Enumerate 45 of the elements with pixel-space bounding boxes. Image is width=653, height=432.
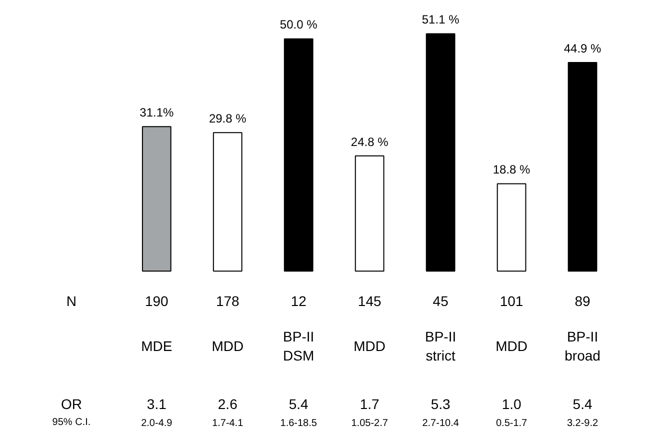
x-tick-label: BP-II broad [564, 328, 600, 364]
bar [568, 62, 598, 272]
data-label: 51.1 % [422, 12, 460, 27]
x-tick-label: BP-II strict [425, 328, 456, 364]
bar [284, 38, 314, 272]
text: 89 [574, 293, 591, 309]
bar [496, 183, 526, 272]
x-tick-label: MDE [141, 338, 172, 354]
data-label: 29.8 % [208, 112, 247, 126]
text: 1.05-2.7 [351, 418, 388, 430]
text: 178 [216, 293, 240, 309]
bar [142, 126, 172, 272]
text: 3.2-9.2 [566, 418, 599, 430]
x-tick-label: MDD [496, 338, 528, 354]
text: N [66, 293, 77, 309]
data-label: 50.0 % [280, 18, 318, 32]
text: 5.4 [288, 396, 309, 412]
text: 5.4 [572, 396, 592, 412]
data-label: 18.8 % [492, 162, 531, 177]
text: 145 [358, 293, 382, 309]
bar [212, 132, 242, 272]
text: 1.7 [360, 396, 380, 412]
text: 2.7-10.4 [422, 418, 460, 430]
text: 2.6 [218, 396, 238, 412]
text: 2.0-4.9 [141, 418, 173, 430]
text: 0.5-1.7 [496, 418, 528, 430]
data-label: 31.1% [140, 106, 174, 120]
x-tick-label: MDD [354, 338, 386, 354]
text: 3.1 [146, 396, 167, 412]
x-tick-label: BP-II DSM [283, 328, 314, 364]
x-tick-label: MDD [212, 338, 244, 354]
text: 12 [290, 293, 307, 309]
bar [426, 33, 456, 272]
data-label: 44.9 % [564, 41, 602, 56]
text: 5.3 [430, 396, 451, 412]
text: OR [60, 396, 82, 412]
data-label: 24.8 % [350, 134, 389, 149]
text: 45 [432, 293, 449, 309]
text: 1.0 [502, 396, 522, 412]
text: 1.6-18.5 [280, 418, 318, 430]
text: 1.7-4.1 [212, 418, 244, 430]
bar [354, 155, 384, 272]
text: 101 [500, 293, 524, 309]
text: 190 [144, 293, 169, 309]
text: 95% C.I. [52, 417, 91, 428]
